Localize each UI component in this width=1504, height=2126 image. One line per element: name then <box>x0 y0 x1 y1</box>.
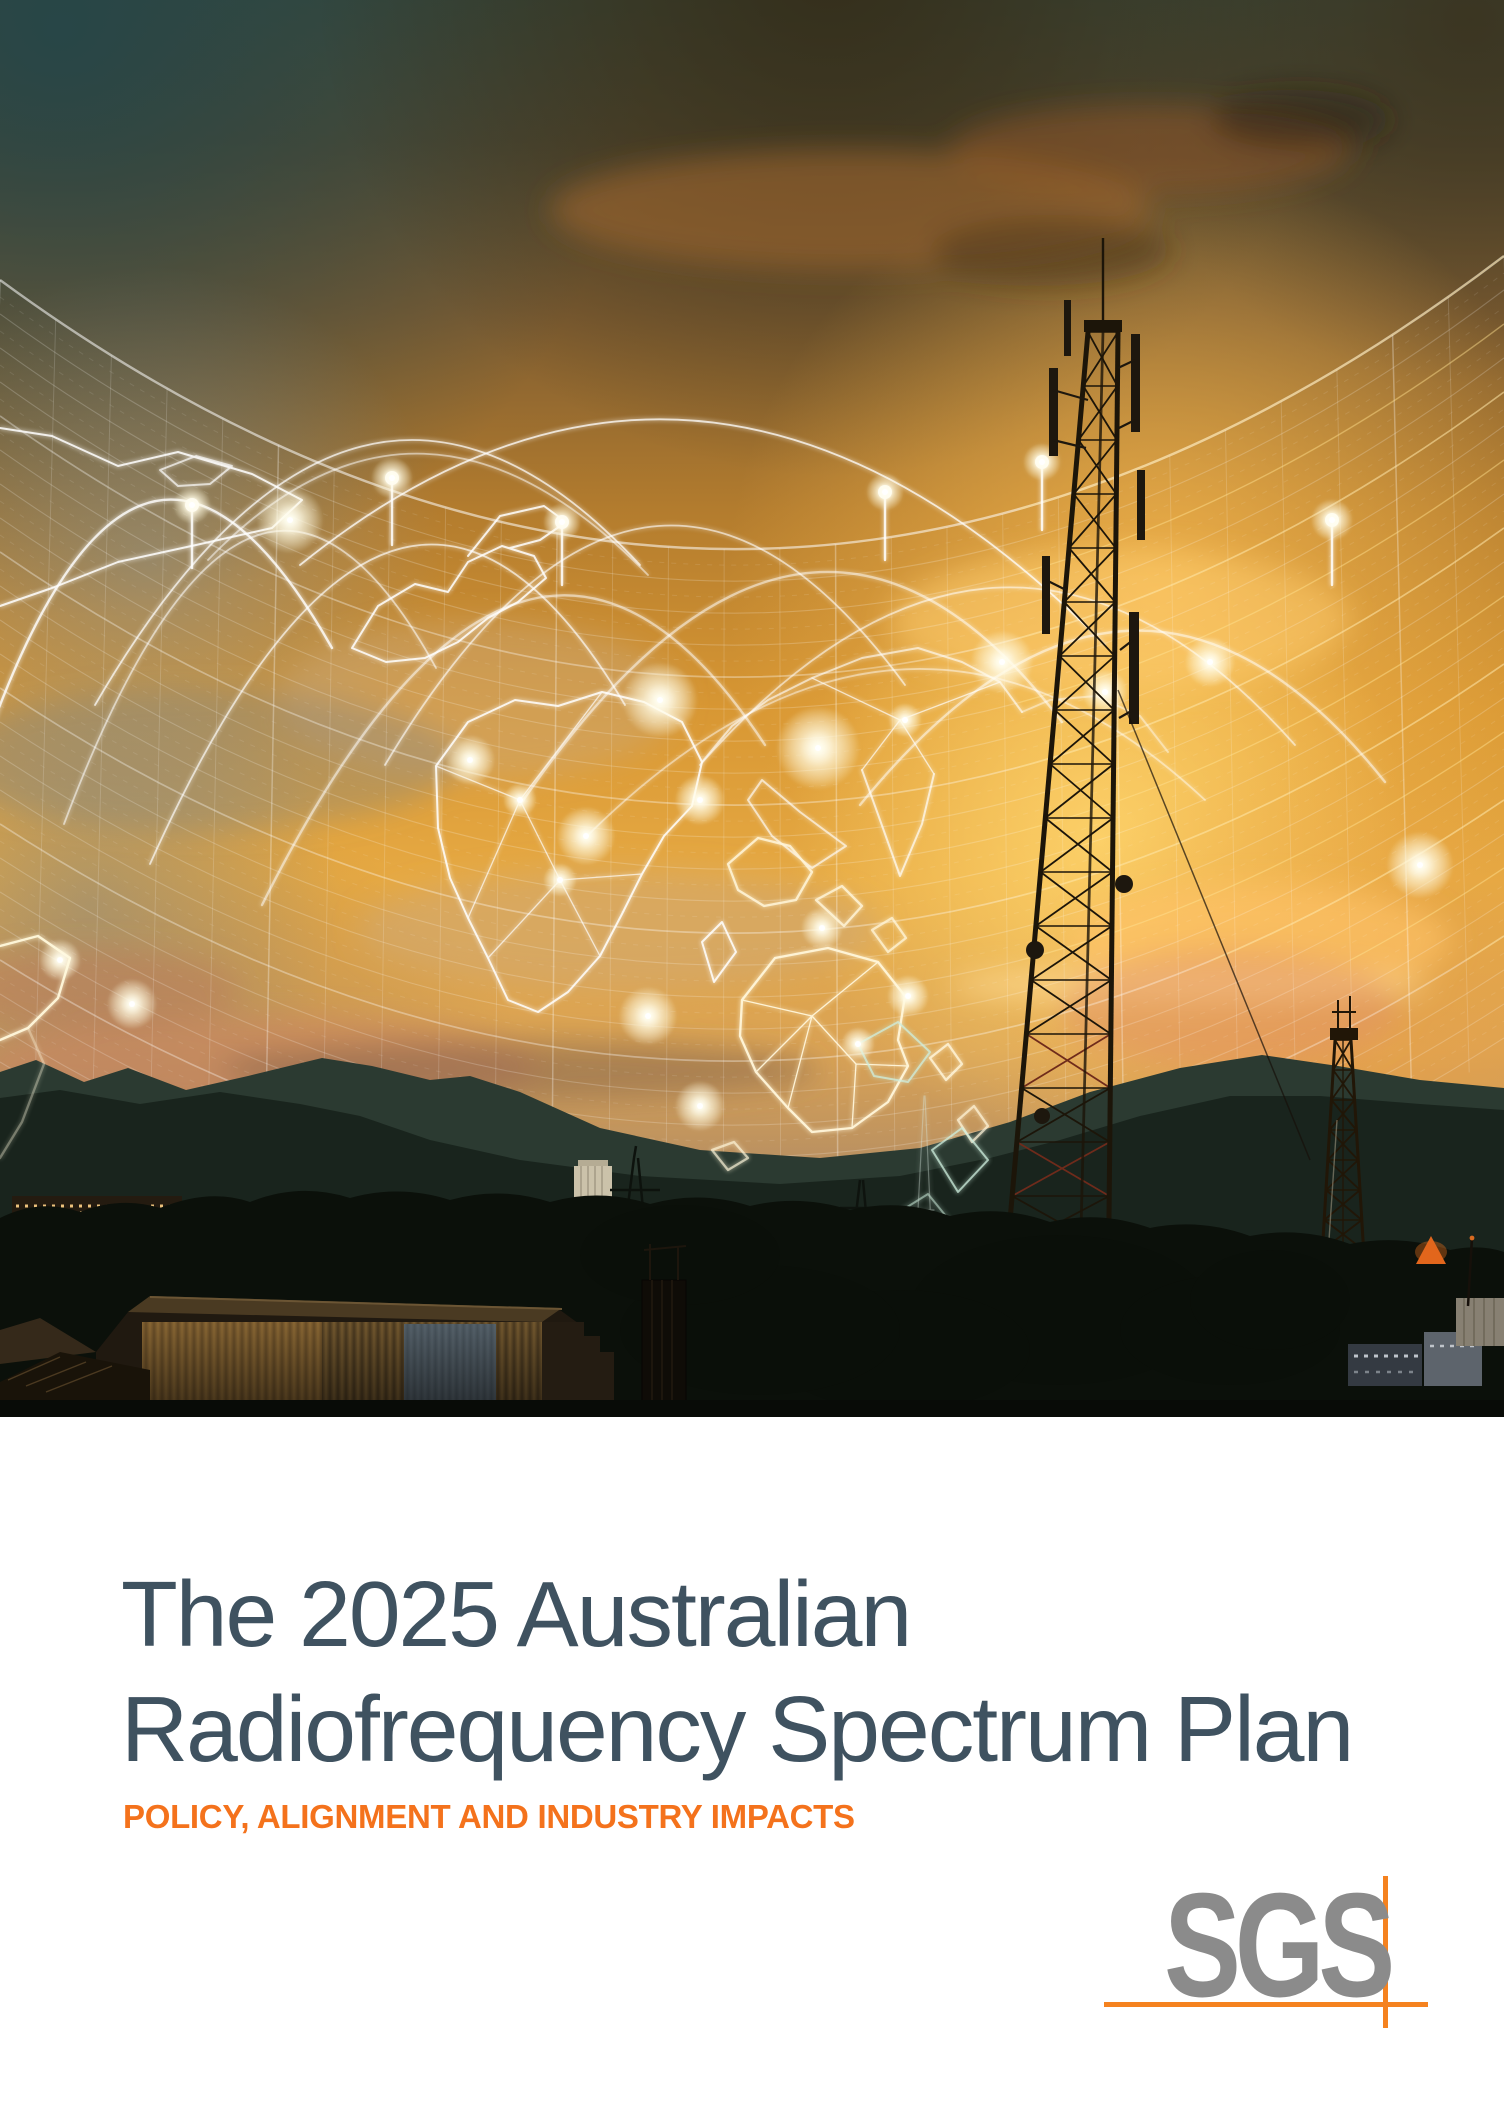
hero-photo-telecom-tower-sunset <box>0 0 1504 1417</box>
logo-vertical-line <box>1383 1876 1388 2028</box>
logo-horizontal-line <box>1104 2002 1428 2007</box>
warehouse-and-structures <box>0 1235 1504 1417</box>
cover-title-line2: Radiofrequency Spectrum Plan <box>121 1677 1354 1782</box>
cover-subtitle: POLICY, ALIGNMENT AND INDUSTRY IMPACTS <box>123 1798 855 1835</box>
tower-antenna-panels <box>1026 300 1145 1124</box>
logo-wordmark: SGS <box>1164 1863 1395 2028</box>
network-world-map-overlay <box>0 418 1454 1253</box>
cover-title-line1: The 2025 Australian <box>121 1562 912 1667</box>
cover-title: The 2025 Australian Radiofrequency Spect… <box>121 1557 1421 1787</box>
warped-grid-gold-edge <box>1020 255 1504 960</box>
